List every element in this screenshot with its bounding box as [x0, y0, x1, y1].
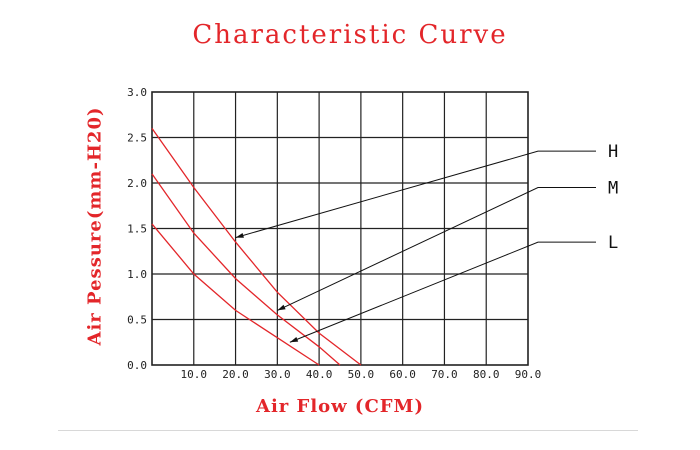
x-tick-label: 60.0: [389, 368, 416, 381]
x-tick-label: 40.0: [306, 368, 333, 381]
x-tick-label: 20.0: [222, 368, 249, 381]
y-tick-label: 3.0: [127, 86, 147, 99]
leader-line-l: [289, 241, 596, 343]
y-tick-label: 0.5: [127, 314, 147, 327]
arrowhead-m: [277, 304, 286, 311]
curve-m: [151, 173, 341, 366]
grid: [151, 91, 529, 366]
x-tick-label: 80.0: [473, 368, 500, 381]
x-axis-label: Air Flow (CFM): [255, 396, 424, 417]
x-tick-label: 30.0: [264, 368, 291, 381]
arrowhead-h: [235, 232, 244, 238]
x-tick-label: 70.0: [431, 368, 458, 381]
bottom-rule: [58, 430, 638, 431]
series-label-h: H: [608, 142, 618, 162]
series-label-m: M: [608, 179, 618, 199]
series-label-l: L: [608, 233, 618, 253]
y-tick-label: 2.5: [127, 132, 147, 145]
leader-line-h: [235, 150, 596, 239]
y-tick-label: 1.5: [127, 223, 147, 236]
curve-l: [151, 223, 320, 366]
chart-title: Characteristic Curve: [192, 20, 508, 50]
y-tick-label: 0.0: [127, 359, 147, 372]
tick-labels: 10.0 20.0 30.0 40.0 50.0 60.0 70.0 80.0 90.0 0.0 0…: [127, 86, 541, 381]
arrowhead-l: [289, 336, 299, 343]
x-tick-label: 90.0: [515, 368, 542, 381]
x-tick-label: 50.0: [348, 368, 375, 381]
y-tick-label: 2.0: [127, 177, 147, 190]
x-tick-label: 10.0: [181, 368, 208, 381]
y-tick-label: 1.0: [127, 268, 147, 281]
leaders: HM L: [235, 142, 618, 343]
curves: [151, 128, 362, 366]
curve-h: [151, 128, 362, 366]
leader-line-m: [277, 187, 596, 311]
